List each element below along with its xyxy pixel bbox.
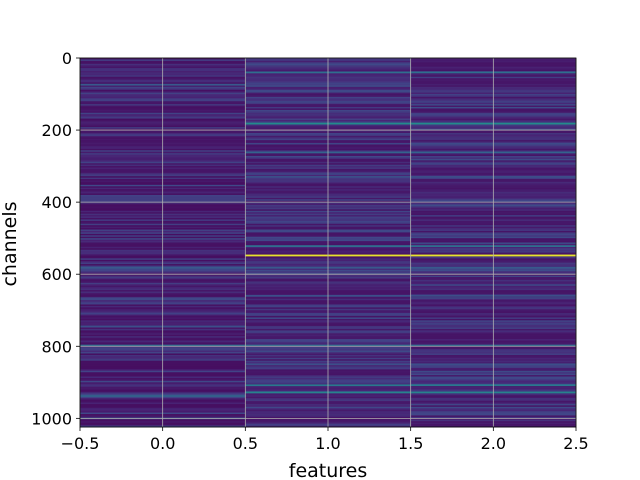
x-tick-label: 2.0 [481,434,506,453]
x-tick-label: 1.0 [315,434,340,453]
x-axis-ticks: −0.5 0.0 0.5 1.0 1.5 2.0 2.5 [61,427,589,453]
y-tick-label: 800 [41,337,72,356]
x-tick-label: −0.5 [61,434,100,453]
y-tick-label: 600 [41,265,72,284]
x-tick-label: 0.0 [150,434,175,453]
x-axis-label: features [289,460,368,480]
x-tick-label: 2.5 [563,434,588,453]
y-tick-label: 0 [62,49,72,68]
x-tick-label: 0.5 [233,434,258,453]
y-axis-label: channels [0,201,21,286]
y-axis-ticks: 0 200 400 600 800 1000 [31,49,80,428]
y-tick-label: 1000 [31,409,72,428]
x-tick-label: 1.5 [398,434,423,453]
y-tick-label: 200 [41,121,72,140]
y-tick-label: 400 [41,193,72,212]
